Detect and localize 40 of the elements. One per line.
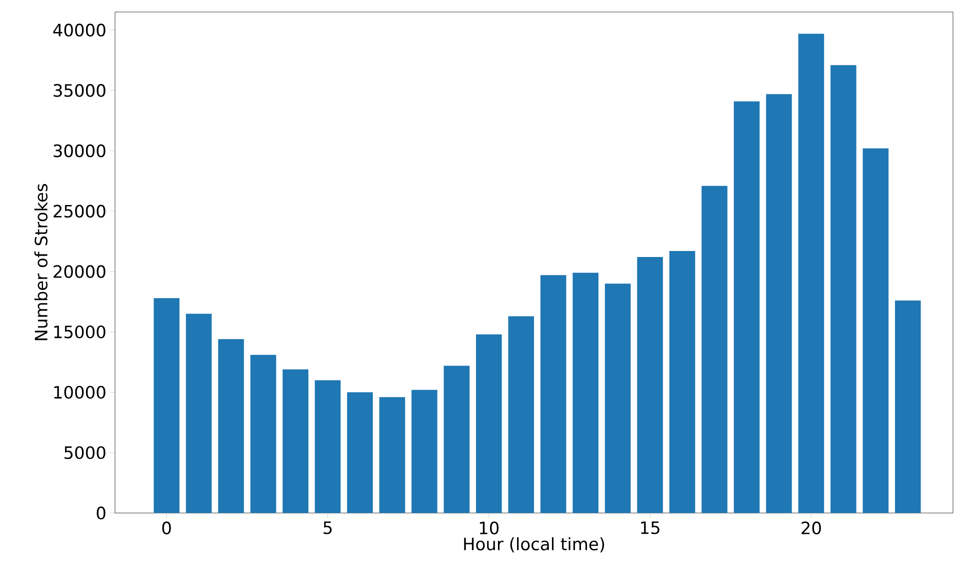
bar: [540, 275, 566, 513]
bar: [412, 390, 438, 513]
bar: [604, 284, 631, 513]
bar: [572, 272, 598, 513]
y-tick-label: 25000: [54, 204, 106, 218]
bar: [379, 397, 406, 513]
bar: [702, 186, 728, 513]
y-tick-label: 40000: [53, 24, 106, 37]
y-tick-label: 35000: [54, 84, 106, 97]
x-tick-label: 20: [802, 522, 821, 534]
y-tick-label: 30000: [54, 144, 106, 158]
y-tick-label: 15000: [54, 325, 106, 338]
bar: [186, 314, 212, 513]
bar: [669, 251, 696, 513]
y-tick-label: 5000: [64, 446, 106, 460]
x-tick-label: 0: [162, 522, 171, 534]
bar: [250, 354, 276, 513]
bar: [476, 334, 502, 513]
bar: [734, 101, 760, 513]
y-axis-title: Number of Strokes: [34, 184, 48, 340]
x-axis-title: Hour (local time): [464, 537, 604, 552]
bar: [798, 34, 824, 513]
y-tick-label: 10000: [54, 386, 106, 399]
bar: [508, 316, 534, 513]
x-tick-label: 5: [324, 522, 332, 534]
x-tick-label: 15: [641, 522, 660, 534]
bar: [830, 65, 856, 513]
bar: [282, 369, 308, 513]
bar: [218, 339, 244, 513]
y-tick-label: 20000: [54, 265, 106, 278]
bar: [154, 298, 180, 513]
bar: [862, 148, 889, 513]
bar: [444, 366, 470, 513]
bar: [314, 380, 341, 513]
bar: [637, 257, 663, 513]
bar: [766, 94, 792, 513]
bar: [894, 300, 921, 513]
x-tick-label: 10: [480, 522, 499, 534]
bar: [347, 392, 373, 513]
y-tick-label: 0: [96, 506, 106, 520]
